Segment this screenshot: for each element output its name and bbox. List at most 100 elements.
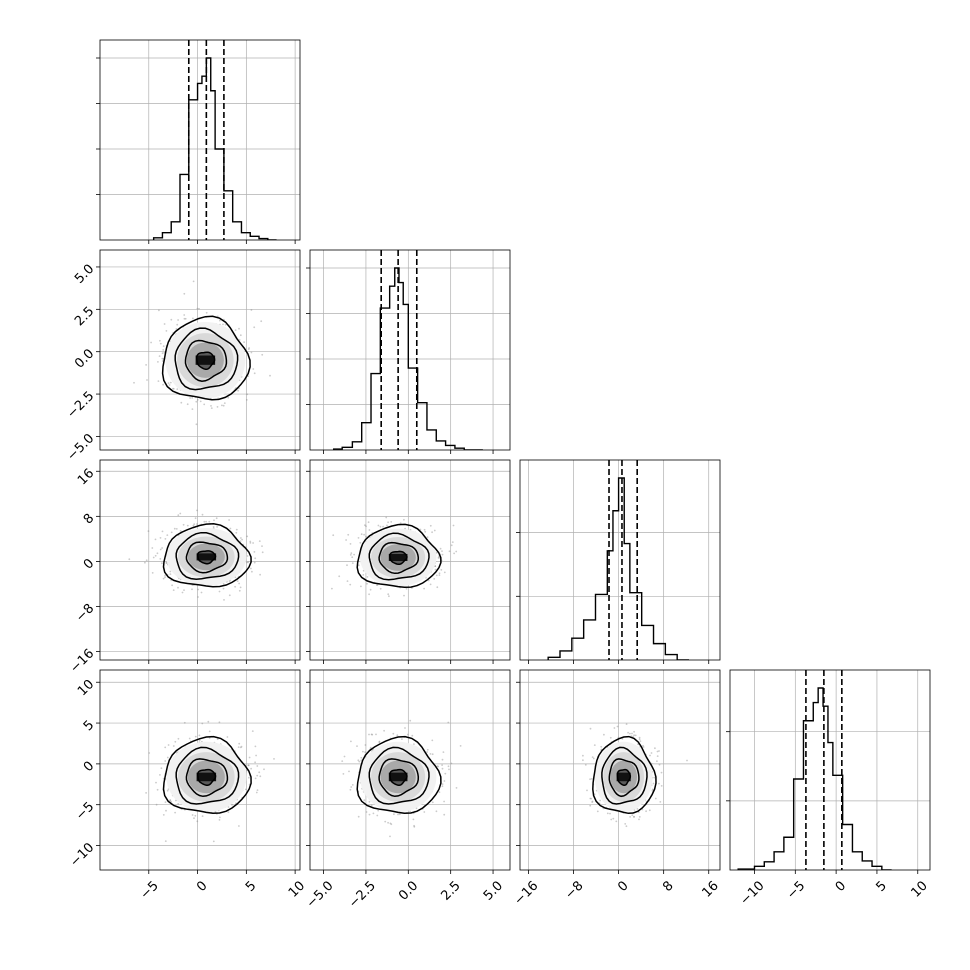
scatter-point	[437, 557, 440, 559]
scatter-point	[148, 752, 151, 754]
scatter-point	[263, 768, 265, 771]
scatter-point	[192, 317, 194, 320]
x-tick-label-1-0: −5.0	[304, 878, 337, 911]
contour-level-1	[175, 531, 240, 580]
scatter-point	[357, 759, 360, 762]
scatter-point	[164, 801, 167, 803]
scatter-point	[197, 588, 200, 591]
scatter-point	[590, 778, 593, 780]
scatter-point	[260, 320, 263, 323]
scatter-point	[159, 558, 162, 560]
scatter-point	[439, 547, 442, 550]
panel-background	[520, 460, 720, 660]
contour-level-2	[378, 541, 420, 575]
scatter-point	[177, 586, 179, 589]
scatter-point	[174, 740, 177, 743]
scatter-point	[252, 368, 255, 370]
scatter-point	[196, 820, 199, 823]
scatter-point	[426, 536, 429, 538]
scatter-point	[205, 311, 208, 314]
contour-level-2	[185, 758, 229, 798]
scatter-point	[188, 737, 191, 740]
scatter-point	[438, 556, 441, 559]
scatter-point	[443, 813, 446, 816]
scatter-point	[621, 738, 624, 740]
contour-level-1	[175, 746, 240, 805]
contour-level-0	[162, 735, 252, 815]
scatter-point	[256, 789, 259, 791]
scatter-point	[183, 314, 186, 316]
scatter-point	[429, 753, 432, 755]
scatter-point	[360, 756, 363, 759]
scatter-point	[437, 765, 440, 768]
scatter-point	[216, 738, 219, 741]
scatter-point	[633, 816, 635, 818]
scatter-point	[248, 347, 251, 349]
scatter-point	[606, 812, 609, 815]
scatter-point	[376, 814, 379, 817]
scatter-point	[133, 381, 135, 384]
scatter-point	[423, 528, 426, 531]
scatter-point	[438, 791, 441, 793]
histogram-panel-1	[306, 249, 511, 454]
histogram-panel-3	[726, 669, 931, 874]
scatter-point	[179, 530, 182, 532]
panel-frame	[309, 459, 511, 661]
scatter-point	[151, 572, 154, 574]
scatter-point	[201, 815, 204, 817]
panel-frame	[729, 669, 931, 871]
x-tick-label-2-4: 16	[699, 878, 721, 900]
scatter-point	[403, 594, 405, 597]
density-core	[196, 772, 217, 782]
contour-level-1	[174, 327, 239, 391]
scatter-point	[431, 739, 434, 742]
y-tick-label-2-4: 16	[75, 466, 97, 488]
scatter-point	[216, 526, 219, 528]
scatter-point	[203, 403, 206, 406]
scatter-point	[435, 551, 438, 554]
scatter-point	[350, 552, 353, 554]
scatter-panel-0-3	[96, 669, 301, 874]
scatter-point	[159, 548, 162, 551]
scatter-point	[151, 547, 154, 549]
scatter-point	[194, 814, 197, 817]
scatter-point	[369, 746, 372, 749]
scatter-point	[366, 582, 368, 585]
scatter-point	[368, 800, 371, 803]
scatter-point	[397, 813, 399, 816]
scatter-point	[222, 583, 225, 585]
scatter-point	[390, 823, 393, 826]
scatter-point	[155, 781, 157, 784]
scatter-point	[448, 550, 451, 553]
scatter-point	[154, 538, 157, 541]
scatter-point	[639, 740, 642, 742]
scatter-point	[161, 530, 164, 533]
scatter-point	[250, 351, 253, 354]
scatter-point	[255, 754, 257, 757]
scatter-point	[368, 529, 371, 531]
scatter-point	[384, 820, 387, 823]
scatter-point	[350, 786, 353, 788]
scatter-point	[258, 540, 261, 542]
scatter-point	[169, 799, 172, 801]
scatter-point	[349, 583, 352, 586]
scatter-point	[399, 522, 402, 524]
scatter-point	[377, 524, 380, 527]
scatter-point	[226, 736, 229, 738]
scatter-point	[241, 538, 244, 541]
scatter-point	[660, 785, 663, 787]
scatter-point	[435, 810, 438, 813]
scatter-point	[197, 596, 199, 598]
scatter-point	[364, 751, 366, 754]
scatter-point	[261, 545, 263, 547]
panel-background	[100, 40, 300, 240]
scatter-point	[246, 393, 249, 396]
scatter-point	[186, 524, 189, 527]
scatter-point	[144, 561, 146, 564]
contour-level-3	[389, 550, 408, 566]
scatter-point	[590, 797, 593, 800]
scatter-point	[158, 355, 161, 357]
scatter-point	[383, 729, 385, 732]
scatter-point	[447, 721, 450, 724]
scatter-point	[443, 571, 446, 574]
